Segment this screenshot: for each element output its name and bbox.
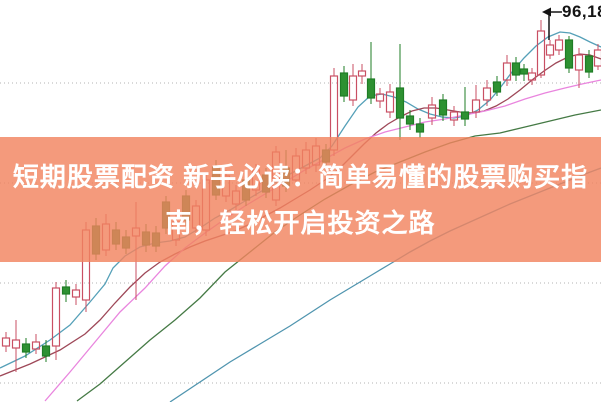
candle <box>395 44 405 140</box>
candle <box>339 66 349 102</box>
candle <box>348 64 358 106</box>
marker-arrowhead-icon <box>542 7 551 17</box>
candle <box>511 57 521 81</box>
candle <box>482 80 492 106</box>
candle <box>1 332 11 352</box>
candle <box>536 20 546 78</box>
title-line-1: 短期股票配资 新手必读：简单易懂的股票购买指 <box>12 161 589 192</box>
candle <box>527 68 537 85</box>
candle <box>427 97 437 125</box>
candle <box>366 42 376 104</box>
candle <box>492 76 502 96</box>
candle <box>519 64 529 81</box>
candle <box>438 94 448 121</box>
price-marker-label: 96,18 <box>562 2 601 21</box>
candle <box>71 284 81 305</box>
candle <box>564 36 574 73</box>
title-overlay: 短期股票配资 新手必读：简单易懂的股票购买指 南，轻松开启投资之路 <box>0 137 601 262</box>
article-title: 短期股票配资 新手必读：简单易懂的股票购买指 南，轻松开启投资之路 <box>0 154 601 246</box>
candle <box>471 85 481 118</box>
candle <box>545 40 555 59</box>
candle <box>375 88 385 108</box>
candle <box>593 44 601 70</box>
candle <box>51 282 61 360</box>
candle <box>11 320 21 372</box>
candle <box>584 50 594 78</box>
candle <box>61 280 71 302</box>
candle <box>357 64 367 84</box>
candle <box>41 340 51 362</box>
candle <box>574 48 584 88</box>
candle <box>554 35 564 55</box>
candle <box>21 338 31 358</box>
candle <box>385 84 395 118</box>
title-line-2: 南，轻松开启投资之路 <box>165 207 436 238</box>
candle <box>405 110 415 130</box>
candle <box>31 334 41 354</box>
candle <box>502 55 512 86</box>
candle <box>460 87 470 126</box>
candle <box>415 118 425 138</box>
candle <box>449 106 459 126</box>
